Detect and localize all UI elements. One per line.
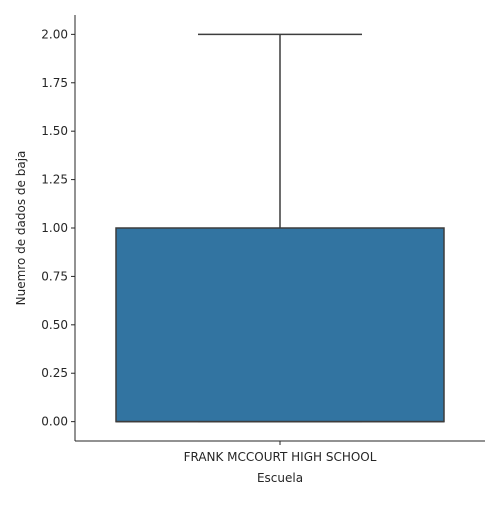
box-iqr	[115, 227, 445, 423]
y-axis-label: Nuemro de dados de baja	[14, 151, 28, 306]
y-tick-label: 2.00	[41, 27, 68, 41]
y-tick-label: 1.50	[41, 124, 68, 138]
x-axis-label: Escuela	[257, 471, 303, 485]
y-tick-label: 0.50	[41, 318, 68, 332]
y-tick-label: 0.00	[41, 415, 68, 429]
y-tick-label: 1.75	[41, 76, 68, 90]
y-tick-label: 1.25	[41, 173, 68, 187]
y-tick-label: 1.00	[41, 221, 68, 235]
x-tick-label: FRANK MCCOURT HIGH SCHOOL	[184, 450, 377, 464]
y-tick-label: 0.25	[41, 366, 68, 380]
plot-area: 0.00 0.25 0.50 0.75 1.00 1.25 1.50 1.75 2.00 FRAN…	[41, 15, 485, 464]
y-tick-label: 0.75	[41, 269, 68, 283]
